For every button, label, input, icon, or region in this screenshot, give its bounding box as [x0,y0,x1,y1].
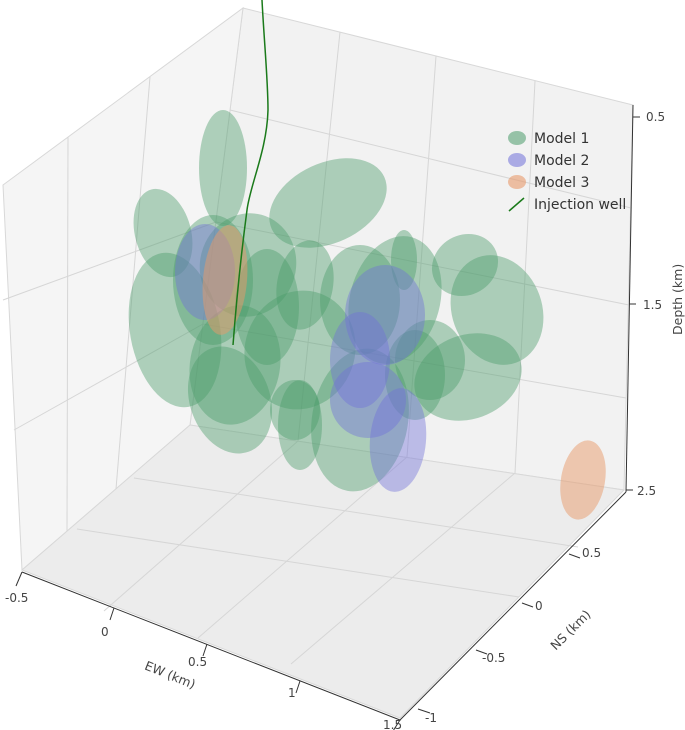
model-1-ellipsoid [414,333,522,421]
model-1-ellipsoid [395,320,465,400]
ns-axis-label: NS (km) [547,607,593,653]
model-1-ellipsoid [450,255,544,365]
ellipsoid-layer [128,110,606,520]
ew-tick-label: 1.5 [383,718,402,730]
legend: Model 1 Model 2 Model 3 Injection well [508,131,626,213]
axis-lines [21,104,634,721]
axis-ticks [15,116,640,730]
model-1-ellipsoid [385,330,445,420]
depth-tick-label: 2.5 [637,484,656,498]
ew-tick-label: -0.5 [5,591,28,605]
model-1-ellipsoid [270,380,320,440]
legend-label: Injection well [534,197,626,213]
model-1-ellipsoid [199,110,247,226]
depth-tick-label: 0.5 [646,110,665,124]
model-1-ellipsoid [235,249,299,365]
model-3-ellipsoid [560,440,606,520]
legend-marker-model-2 [508,153,526,167]
model-1-ellipsoid [133,188,193,278]
ns-tick-label: 0 [535,599,543,613]
ew-tick-label: 1 [288,686,296,700]
depth-tick-label: 1.5 [643,298,662,312]
model-1-ellipsoid [187,346,273,454]
ew-tick-label: 0.5 [188,655,207,669]
legend-label: Model 3 [534,175,589,191]
model-1-ellipsoid [348,236,442,364]
model-1-ellipsoid [269,158,387,248]
injection-well-line [232,0,269,346]
model-1-ellipsoid [276,240,334,330]
model-1-ellipsoid [311,348,409,492]
model-1-ellipsoid [128,252,222,408]
grid-lines [2,31,632,665]
legend-marker-model-1 [508,131,526,145]
legend-label: Model 2 [534,153,589,169]
model-1-ellipsoid [431,233,499,297]
model-2-ellipsoid [330,312,390,408]
model-1-ellipsoid [278,380,322,470]
model-2-ellipsoid [330,362,406,438]
legend-label: Model 1 [534,131,589,147]
depth-axis-label: Depth (km) [670,264,685,335]
model-1-ellipsoid [320,245,400,355]
legend-marker-model-3 [508,175,526,189]
model-1-ellipsoid [189,305,281,425]
model-2-ellipsoid [369,388,427,492]
tick-labels: -0.5 0 0.5 1 1.5 -1 -0.5 0 0.5 0.5 1.5 2… [5,110,665,730]
ns-tick-label: -0.5 [482,651,505,665]
model-1-ellipsoid [391,230,417,290]
ew-tick-label: 0 [101,625,109,639]
ns-tick-label: -1 [425,711,437,725]
model-2-ellipsoid [345,265,425,365]
ns-tick-label: 0.5 [582,546,601,560]
legend-marker-injection-well [508,197,525,212]
floor-pane [21,424,626,719]
model-1-ellipsoid [244,290,356,410]
